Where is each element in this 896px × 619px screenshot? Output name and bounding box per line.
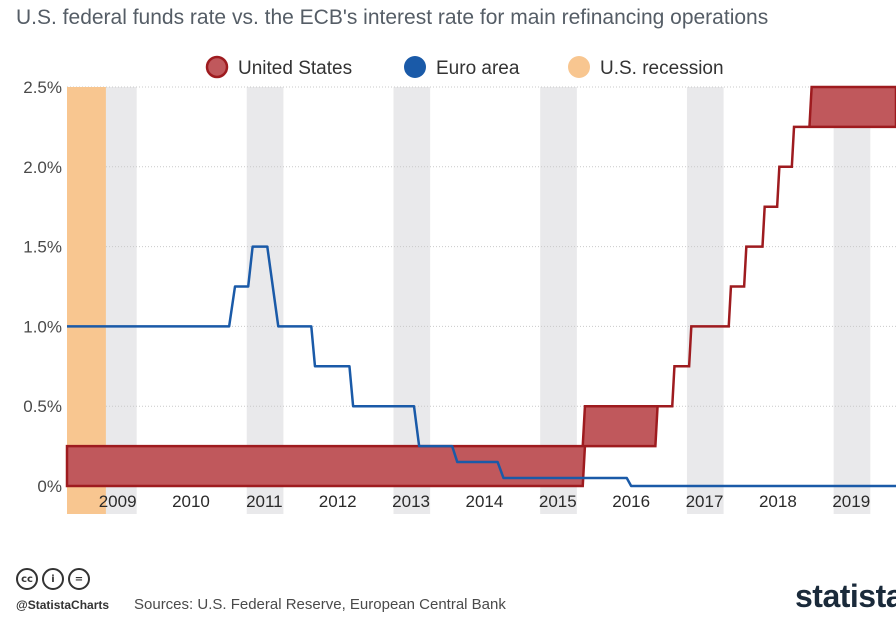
chart-title: U.S. federal funds rate vs. the ECB's in…: [16, 6, 769, 29]
x-tick-label: 2013: [392, 492, 430, 511]
legend-marker-euro-area: [404, 56, 426, 78]
y-tick-label: 0%: [37, 477, 62, 496]
y-tick-label: 1.5%: [23, 238, 62, 257]
year-band-2011: [246, 87, 284, 514]
legend-label: Euro area: [436, 58, 520, 79]
year-band-2019: [833, 87, 871, 514]
legend-label: United States: [238, 58, 352, 79]
legend-marker-u-s-recession: [568, 56, 590, 78]
y-tick-label: 2.5%: [23, 78, 62, 97]
euro-area-line: [67, 245, 896, 488]
x-tick-label: 2019: [832, 492, 870, 511]
statista-logo: statista: [795, 578, 896, 614]
year-band-2013: [393, 87, 431, 514]
us-target-range-band: [65, 85, 896, 488]
y-tick-label: 1.0%: [23, 317, 62, 336]
chart-canvas: 0% 0.5% 1.0% 1.5% 2.0% 2.5% 2009 2010 2011 2012 2…: [23, 55, 896, 514]
y-tick-label: 0.5%: [23, 397, 62, 416]
x-tick-label: 2017: [686, 492, 724, 511]
x-tick-label: 2015: [539, 492, 577, 511]
x-tick-label: 2009: [99, 492, 137, 511]
year-band-2017: [686, 87, 724, 514]
x-tick-label: 2010: [172, 492, 210, 511]
year-band-2009: [100, 87, 137, 514]
legend-marker-united-states: [205, 55, 229, 79]
year-band-2015: [540, 87, 577, 514]
x-tick-label: 2012: [319, 492, 357, 511]
y-tick-label: 2.0%: [23, 158, 62, 177]
recession-bar: [67, 87, 106, 514]
x-tick-label: 2016: [612, 492, 650, 511]
creative-commons-icon: cc: [16, 568, 38, 590]
legend-label: U.S. recession: [600, 58, 724, 79]
statista-handle: @StatistaCharts: [16, 598, 110, 612]
attribution-icon: i: [42, 568, 64, 590]
source-note: Sources: U.S. Federal Reserve, European …: [134, 596, 506, 613]
x-tick-label: 2014: [466, 492, 504, 511]
license-icons: cc i =: [16, 568, 90, 590]
x-tick-label: 2018: [759, 492, 797, 511]
no-derivatives-icon: =: [68, 568, 90, 590]
x-tick-label: 2011: [246, 492, 283, 511]
